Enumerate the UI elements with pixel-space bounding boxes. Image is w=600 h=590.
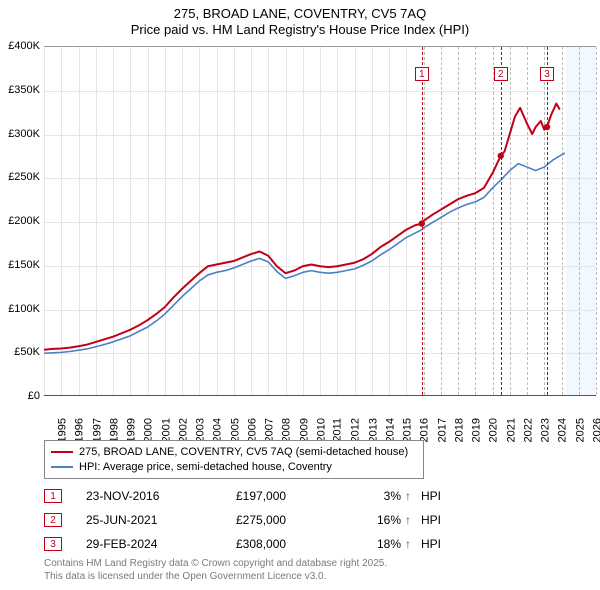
x-tick-label: 2011 [332, 418, 344, 442]
y-tick-label: £300K [0, 128, 40, 140]
x-tick-label: 1999 [125, 418, 137, 442]
plot-area: 1 2 3 [44, 46, 596, 396]
legend-label: HPI: Average price, semi-detached house,… [79, 460, 332, 475]
plot-svg [44, 47, 596, 395]
x-tick-label: 2014 [384, 418, 396, 442]
attribution: Contains HM Land Registry data © Crown c… [44, 558, 592, 583]
x-tick-label: 2016 [419, 418, 431, 442]
sale-vline [501, 47, 502, 395]
sale-vline [422, 47, 423, 395]
x-tick-label: 1997 [91, 418, 103, 442]
x-tick-label: 2021 [505, 418, 517, 442]
x-tick-label: 2019 [470, 418, 482, 442]
sales-row-pct: 3% [351, 489, 405, 503]
x-tick-label: 2013 [367, 418, 379, 442]
sales-table: 123-NOV-2016£197,0003%↑HPI225-JUN-2021£2… [44, 484, 564, 556]
sales-row: 3 29-FEB-2024£308,00018%↑HPI [44, 532, 564, 556]
legend-label: 275, BROAD LANE, COVENTRY, CV5 7AQ (semi… [79, 445, 408, 460]
y-tick-label: £250K [0, 171, 40, 183]
x-tick-label: 1998 [108, 418, 120, 442]
x-tick-label: 2015 [401, 418, 413, 442]
sales-row: 2 25-JUN-2021£275,00016%↑HPI [44, 508, 564, 532]
y-tick-label: £400K [0, 40, 40, 52]
legend-swatch [51, 451, 73, 453]
y-tick-label: £150K [0, 259, 40, 271]
gridline-v [596, 47, 597, 395]
legend-swatch [51, 466, 73, 468]
sales-row-price: £197,000 [236, 489, 351, 503]
sales-row-pct: 16% [351, 513, 405, 527]
sale-vline [547, 47, 548, 395]
sales-row-price: £308,000 [236, 537, 351, 551]
sales-row-hpi: HPI [421, 513, 461, 527]
sale-marker: 3 [540, 67, 554, 81]
y-tick-label: £200K [0, 215, 40, 227]
y-tick-label: £50K [0, 346, 40, 358]
sales-row-date: 29-FEB-2024 [86, 537, 236, 551]
x-tick-label: 1996 [74, 418, 86, 442]
x-tick-label: 2006 [246, 418, 258, 442]
title-sub: Price paid vs. HM Land Registry's House … [0, 22, 600, 38]
x-tick-label: 2009 [298, 418, 310, 442]
x-tick-label: 2005 [229, 418, 241, 442]
chart-container: 275, BROAD LANE, COVENTRY, CV5 7AQ Price… [0, 0, 600, 590]
x-tick-label: 2010 [315, 418, 327, 442]
sale-marker: 2 [494, 67, 508, 81]
x-tick-label: 2020 [488, 418, 500, 442]
x-tick-label: 2024 [557, 418, 569, 442]
x-tick-label: 2026 [591, 418, 600, 442]
arrow-up-icon: ↑ [405, 537, 421, 551]
x-tick-label: 2022 [522, 418, 534, 442]
sales-row-marker: 2 [44, 513, 62, 527]
sales-row-date: 25-JUN-2021 [86, 513, 236, 527]
x-tick-label: 2002 [177, 418, 189, 442]
sales-row-marker: 1 [44, 489, 62, 503]
sales-row-price: £275,000 [236, 513, 351, 527]
x-tick-label: 2003 [194, 418, 206, 442]
y-tick-label: £100K [0, 303, 40, 315]
sales-row: 1 23-NOV-2016£197,0003%↑HPI [44, 484, 564, 508]
arrow-up-icon: ↑ [405, 513, 421, 527]
attribution-line: Contains HM Land Registry data © Crown c… [44, 558, 592, 571]
arrow-up-icon: ↑ [405, 489, 421, 503]
sales-row-date: 23-NOV-2016 [86, 489, 236, 503]
sales-row-hpi: HPI [421, 489, 461, 503]
sale-marker: 1 [415, 67, 429, 81]
title-main: 275, BROAD LANE, COVENTRY, CV5 7AQ [0, 6, 600, 22]
x-tick-label: 2004 [212, 418, 224, 442]
attribution-line: This data is licensed under the Open Gov… [44, 571, 592, 584]
x-tick-label: 2017 [436, 418, 448, 442]
x-tick-label: 2012 [350, 418, 362, 442]
x-tick-label: 2008 [281, 418, 293, 442]
x-tick-label: 2023 [539, 418, 551, 442]
y-tick-label: £350K [0, 84, 40, 96]
x-tick-label: 2007 [263, 418, 275, 442]
x-tick-label: 2018 [453, 418, 465, 442]
x-tick-label: 2025 [574, 418, 586, 442]
x-tick-label: 1995 [56, 418, 68, 442]
titles: 275, BROAD LANE, COVENTRY, CV5 7AQ Price… [0, 0, 600, 39]
series-price_paid [44, 104, 560, 350]
sales-row-marker: 3 [44, 537, 62, 551]
legend-item: HPI: Average price, semi-detached house,… [51, 460, 417, 475]
legend: 275, BROAD LANE, COVENTRY, CV5 7AQ (semi… [44, 440, 424, 479]
sales-row-pct: 18% [351, 537, 405, 551]
x-tick-label: 2000 [143, 418, 155, 442]
legend-item: 275, BROAD LANE, COVENTRY, CV5 7AQ (semi… [51, 445, 417, 460]
x-tick-label: 2001 [160, 418, 172, 442]
sales-row-hpi: HPI [421, 537, 461, 551]
y-tick-label: £0 [0, 390, 40, 402]
